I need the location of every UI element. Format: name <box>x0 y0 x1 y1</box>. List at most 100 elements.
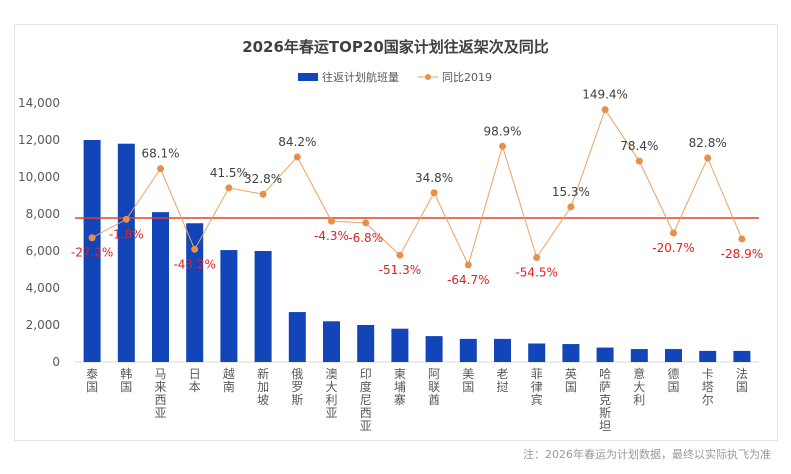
x-tick-label-char: 国 <box>565 380 577 394</box>
x-tick-label-char: 坦 <box>599 419 611 433</box>
x-tick-label-char: 国 <box>667 380 679 394</box>
line-point <box>738 235 746 243</box>
x-tick-label-char: 俄 <box>291 367 303 381</box>
legend-bar-label: 往返计划航班量 <box>322 70 399 84</box>
x-tick-label-char: 坡 <box>257 393 269 407</box>
line-point <box>396 251 404 259</box>
chart-title: 2026年春运TOP20国家计划往返架次及同比 <box>242 38 549 56</box>
y-tick-label: 8,000 <box>26 207 60 221</box>
x-tick-label-char: 萨 <box>599 380 611 394</box>
line-point <box>464 261 472 269</box>
line-point <box>157 165 164 173</box>
bar <box>425 336 443 362</box>
x-tick-label-char: 埔 <box>394 380 406 394</box>
x-tick-label-char: 意 <box>633 366 645 381</box>
bar <box>254 251 272 362</box>
data-label: -43.2% <box>173 257 215 271</box>
x-tick-label-char: 罗 <box>291 380 303 394</box>
data-label: -4.3% <box>314 229 349 243</box>
x-tick-label-char: 阿 <box>428 367 440 381</box>
x-tick-label-char: 寨 <box>394 392 406 407</box>
x-tick-label-char: 斯 <box>599 406 611 420</box>
bar <box>288 312 306 362</box>
data-label: -54.5% <box>515 266 557 280</box>
chart-frame <box>14 24 778 441</box>
x-tick-label-char: 韩 <box>120 366 132 381</box>
line-point <box>670 229 677 237</box>
data-label: 82.8% <box>689 136 727 150</box>
x-tick-label-char: 来 <box>154 380 166 394</box>
x-tick-label-char: 尔 <box>702 392 714 407</box>
x-tick-label-char: 亚 <box>360 419 372 433</box>
x-tick-label-char: 英 <box>565 367 577 381</box>
line-point <box>601 106 609 114</box>
x-tick-label-char: 印 <box>360 367 372 381</box>
x-tick-label-char: 柬 <box>394 367 406 381</box>
x-tick-label-char: 律 <box>531 380 543 394</box>
bar <box>391 328 409 362</box>
y-tick-label: 12,000 <box>18 133 60 147</box>
x-tick-label-char: 利 <box>325 393 337 407</box>
x-tick-label-char: 亚 <box>154 406 166 420</box>
x-tick-label-char: 新 <box>257 366 269 381</box>
footnote: 注：2026年春运为计划数据，最终以实际执飞为准 <box>523 448 771 461</box>
x-tick-label-char: 利 <box>633 393 645 407</box>
y-tick-label: 10,000 <box>18 170 60 184</box>
x-tick-label-char: 日 <box>189 367 201 381</box>
line-point <box>499 142 506 150</box>
bar <box>494 338 511 362</box>
bar <box>186 223 204 362</box>
x-tick-label-char: 国 <box>462 380 474 394</box>
x-tick-label-char: 国 <box>736 380 748 394</box>
data-label: 149.4% <box>582 88 628 102</box>
line-point <box>362 219 370 227</box>
line-point <box>430 189 438 197</box>
x-tick-label-char: 马 <box>154 367 166 381</box>
line-point <box>88 234 96 242</box>
line-point <box>704 154 712 162</box>
x-tick-label-char: 联 <box>428 380 440 394</box>
data-label: -6.8% <box>348 231 383 245</box>
x-tick-label-char: 越 <box>223 367 235 381</box>
bar <box>733 350 751 362</box>
line-point <box>328 217 335 225</box>
x-tick-label-char: 加 <box>257 380 269 394</box>
x-tick-label-char: 宾 <box>531 392 543 407</box>
x-tick-label-char: 大 <box>633 380 645 394</box>
data-label: -51.3% <box>379 263 421 277</box>
x-tick-label-char: 斯 <box>291 393 303 407</box>
x-tick-label-char: 塔 <box>702 380 714 394</box>
x-tick-label-char: 酋 <box>428 392 440 407</box>
y-tick-label: 6,000 <box>26 244 60 258</box>
x-tick-label-char: 度 <box>360 379 372 394</box>
data-label: -1.8% <box>109 227 144 241</box>
bar <box>357 325 375 362</box>
data-label: -64.7% <box>447 273 489 287</box>
line-point <box>533 254 541 262</box>
bar <box>117 143 135 362</box>
x-tick-label-char: 大 <box>325 380 337 394</box>
x-tick-label-char: 法 <box>736 367 748 381</box>
y-tick-label: 2,000 <box>26 318 60 332</box>
line-series <box>91 108 743 267</box>
data-label: 84.2% <box>278 135 316 149</box>
x-tick-label-char: 国 <box>120 380 132 394</box>
legend-bar-swatch <box>298 73 318 81</box>
x-tick-label-char: 哈 <box>599 367 611 381</box>
x-tick-label-char: 美 <box>462 367 474 381</box>
bar <box>699 350 717 362</box>
bar <box>665 349 682 362</box>
data-label: 41.5% <box>210 166 248 180</box>
x-tick-label-char: 菲 <box>531 367 543 381</box>
y-tick-label: 4,000 <box>26 281 60 295</box>
data-label: 15.3% <box>552 185 590 199</box>
x-tick-label-char: 本 <box>189 380 201 394</box>
bar <box>323 321 340 362</box>
bar <box>459 338 477 362</box>
data-label: -20.7% <box>652 241 694 255</box>
data-label: -28.9% <box>721 247 763 261</box>
data-label: 68.1% <box>141 147 179 161</box>
data-label: 78.4% <box>620 139 658 153</box>
